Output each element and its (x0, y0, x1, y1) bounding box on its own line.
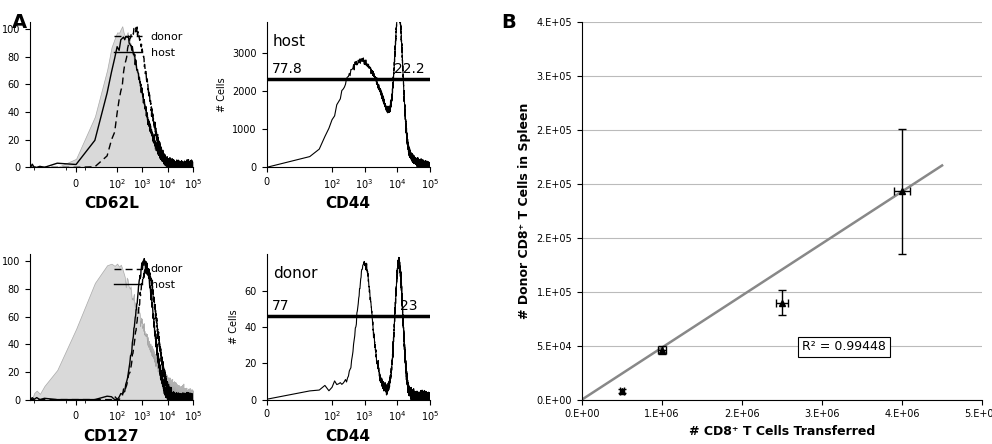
Text: host: host (273, 34, 307, 49)
Text: 77: 77 (272, 299, 289, 313)
X-axis label: CD127: CD127 (83, 428, 139, 444)
X-axis label: # CD8⁺ T Cells Transferred: # CD8⁺ T Cells Transferred (688, 425, 875, 438)
X-axis label: CD62L: CD62L (84, 196, 139, 211)
Legend: donor, host: donor, host (109, 28, 187, 62)
Text: A: A (12, 13, 27, 32)
Text: 77.8: 77.8 (272, 62, 303, 75)
X-axis label: CD44: CD44 (325, 196, 371, 211)
Text: 23: 23 (401, 299, 418, 313)
Text: donor: donor (273, 266, 317, 281)
Y-axis label: # Donor CD8⁺ T Cells in Spleen: # Donor CD8⁺ T Cells in Spleen (518, 103, 531, 319)
Legend: donor, host: donor, host (109, 260, 187, 294)
Text: 22.2: 22.2 (394, 62, 425, 75)
Y-axis label: # Cells: # Cells (216, 77, 226, 112)
Text: B: B (501, 13, 516, 32)
X-axis label: CD44: CD44 (325, 428, 371, 444)
Text: R² = 0.99448: R² = 0.99448 (802, 340, 886, 353)
Y-axis label: # Cells: # Cells (229, 310, 239, 345)
